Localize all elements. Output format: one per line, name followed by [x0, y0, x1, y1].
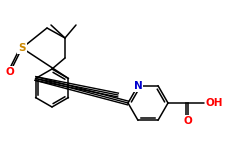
Text: S: S: [18, 43, 26, 53]
Text: N: N: [134, 81, 142, 91]
Text: O: O: [184, 116, 192, 126]
Text: O: O: [6, 67, 14, 77]
Text: OH: OH: [206, 98, 224, 108]
